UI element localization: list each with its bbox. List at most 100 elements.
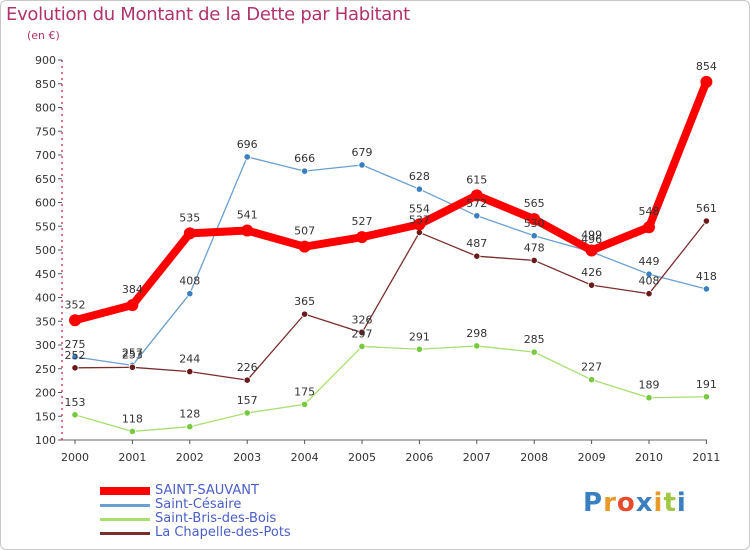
data-point: [645, 290, 653, 298]
data-label: 496: [581, 233, 602, 246]
x-tick-label: 2004: [291, 451, 319, 464]
x-tick-label: 2006: [405, 451, 433, 464]
data-label: 418: [696, 270, 717, 283]
x-tick-label: 2001: [118, 451, 146, 464]
data-label: 666: [294, 152, 315, 165]
data-point: [300, 310, 309, 318]
series-line: [74, 345, 708, 433]
data-point: [645, 270, 653, 278]
data-point: [69, 314, 81, 327]
series-line: [74, 220, 708, 381]
data-point: [126, 299, 139, 312]
y-tick-label: 250: [35, 363, 56, 376]
legend-label: SAINT-SAUVANT: [155, 483, 259, 498]
y-tick-label: 850: [35, 78, 56, 91]
y-tick-label: 150: [35, 410, 56, 423]
logo-letter: i: [676, 488, 687, 518]
data-label: 561: [696, 202, 717, 215]
data-label: 128: [179, 408, 200, 421]
series-line: [74, 156, 708, 367]
data-label: 507: [294, 225, 315, 238]
data-label: 257: [122, 346, 143, 359]
data-label: 535: [179, 211, 200, 224]
data-point: [186, 367, 194, 376]
chart-title: Evolution du Montant de la Dette par Hab…: [6, 4, 410, 25]
y-tick-label: 550: [35, 220, 56, 233]
data-point: [645, 394, 653, 402]
data-label: 297: [352, 327, 373, 340]
data-point: [470, 189, 483, 202]
series-layer: [69, 75, 713, 436]
data-label: 541: [237, 209, 258, 222]
x-tick-label: 2003: [233, 451, 261, 464]
logo-letter: i: [653, 488, 664, 518]
y-tick-label: 700: [35, 149, 56, 162]
data-point: [415, 345, 423, 353]
data-label: 252: [65, 349, 86, 362]
data-point: [183, 227, 196, 240]
y-tick-label: 650: [35, 173, 56, 186]
data-point: [643, 221, 655, 234]
data-label: 365: [294, 295, 315, 308]
legend-swatch: [100, 518, 150, 521]
data-label: 499: [581, 228, 602, 241]
x-tick-label: 2007: [463, 451, 491, 464]
data-point: [356, 231, 368, 244]
y-tick-label: 800: [35, 102, 56, 115]
data-label: 572: [466, 197, 487, 210]
data-point: [71, 353, 79, 361]
data-point: [241, 224, 254, 237]
data-point: [587, 376, 596, 384]
data-point: [128, 427, 136, 436]
data-label: 298: [466, 327, 487, 340]
data-label: 854: [696, 60, 717, 73]
y-tick-label: 200: [35, 387, 56, 400]
data-label: 253: [122, 348, 143, 361]
data-label: 696: [237, 138, 258, 151]
y-tick-label: 400: [35, 292, 56, 305]
data-point: [473, 342, 481, 350]
data-label: 554: [409, 202, 430, 215]
data-label: 628: [409, 170, 430, 183]
data-point: [71, 364, 79, 372]
data-point: [530, 256, 538, 265]
data-point: [128, 363, 136, 371]
legend-swatch: [100, 504, 150, 507]
data-label: 487: [466, 237, 487, 250]
x-tick-label: 2002: [176, 451, 204, 464]
x-tick-label: 2005: [348, 451, 376, 464]
legend-label: Saint-Bris-des-Bois: [155, 511, 277, 526]
data-label: 565: [524, 197, 545, 210]
data-label: 352: [65, 298, 86, 311]
logo-letter: t: [663, 488, 677, 518]
data-label: 153: [65, 396, 86, 409]
data-point: [186, 290, 194, 298]
data-point: [358, 329, 366, 337]
data-label: 426: [581, 266, 602, 279]
series-line: [71, 77, 711, 325]
y-tick-label: 450: [35, 268, 56, 281]
y-tick-label: 600: [35, 197, 56, 210]
data-point: [528, 213, 541, 226]
y-tick-label: 500: [35, 244, 56, 257]
data-label: 118: [122, 412, 143, 425]
data-point: [700, 75, 713, 88]
data-label: 189: [639, 379, 660, 392]
data-point: [702, 285, 711, 293]
legend-swatch: [100, 487, 150, 495]
line-chart: 100 150 200 250 300 350 400 450 500 550 600 650 700 7…: [35, 54, 720, 464]
legend-swatch: [100, 532, 150, 535]
data-point: [358, 342, 366, 351]
data-label: 291: [409, 330, 430, 343]
x-tick-label: 2010: [635, 451, 663, 464]
y-tick-label: 300: [35, 339, 56, 352]
data-point: [243, 409, 251, 417]
data-label: 478: [524, 241, 545, 254]
data-label: 408: [639, 275, 660, 288]
y-tick-label: 100: [35, 434, 56, 447]
data-point: [243, 153, 251, 161]
x-tick-label: 2009: [578, 451, 606, 464]
data-label: 285: [524, 333, 545, 346]
chart-subtitle: (en €): [27, 29, 60, 42]
data-label: 244: [179, 353, 200, 366]
